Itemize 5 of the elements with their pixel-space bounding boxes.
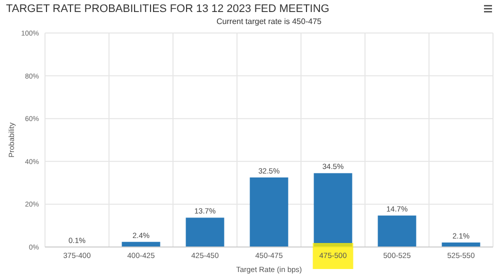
bar <box>186 218 224 247</box>
chart-subtitle: Current target rate is 450-475 <box>216 17 322 26</box>
bar <box>378 216 416 247</box>
bar <box>250 177 288 247</box>
chart-title: TARGET RATE PROBABILITIES FOR 13 12 2023 FED MEETING <box>6 3 330 15</box>
